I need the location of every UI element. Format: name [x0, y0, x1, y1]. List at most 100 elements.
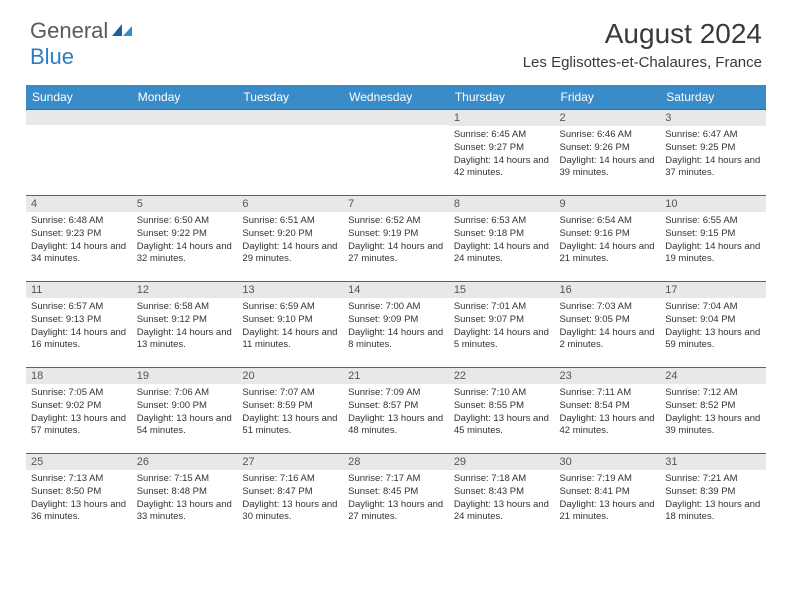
- day-details: Sunrise: 7:07 AMSunset: 8:59 PMDaylight:…: [237, 384, 343, 440]
- day-number: 7: [343, 196, 449, 212]
- day-details: Sunrise: 6:47 AMSunset: 9:25 PMDaylight:…: [660, 126, 766, 182]
- day-number: 22: [449, 368, 555, 384]
- day-number: 20: [237, 368, 343, 384]
- day-number: 12: [132, 282, 238, 298]
- logo: General: [30, 18, 134, 44]
- day-number: 2: [555, 110, 661, 126]
- calendar-day-cell: [26, 110, 132, 196]
- day-details: Sunrise: 7:19 AMSunset: 8:41 PMDaylight:…: [555, 470, 661, 526]
- day-number: 19: [132, 368, 238, 384]
- day-details: Sunrise: 6:50 AMSunset: 9:22 PMDaylight:…: [132, 212, 238, 268]
- day-details: Sunrise: 7:13 AMSunset: 8:50 PMDaylight:…: [26, 470, 132, 526]
- weekday-header: Friday: [555, 85, 661, 110]
- calendar-day-cell: 2Sunrise: 6:46 AMSunset: 9:26 PMDaylight…: [555, 110, 661, 196]
- calendar-day-cell: 9Sunrise: 6:54 AMSunset: 9:16 PMDaylight…: [555, 196, 661, 282]
- day-number: 15: [449, 282, 555, 298]
- day-number: 26: [132, 454, 238, 470]
- calendar-day-cell: 16Sunrise: 7:03 AMSunset: 9:05 PMDayligh…: [555, 282, 661, 368]
- day-number: 30: [555, 454, 661, 470]
- day-details: Sunrise: 7:09 AMSunset: 8:57 PMDaylight:…: [343, 384, 449, 440]
- day-details: Sunrise: 6:55 AMSunset: 9:15 PMDaylight:…: [660, 212, 766, 268]
- logo-text-blue: Blue: [30, 44, 74, 69]
- day-number: 24: [660, 368, 766, 384]
- day-number: 27: [237, 454, 343, 470]
- day-number: [132, 110, 238, 125]
- day-number: 5: [132, 196, 238, 212]
- calendar-table: Sunday Monday Tuesday Wednesday Thursday…: [26, 85, 766, 540]
- day-number: 6: [237, 196, 343, 212]
- calendar-week-row: 18Sunrise: 7:05 AMSunset: 9:02 PMDayligh…: [26, 368, 766, 454]
- calendar-day-cell: 23Sunrise: 7:11 AMSunset: 8:54 PMDayligh…: [555, 368, 661, 454]
- day-details: Sunrise: 6:54 AMSunset: 9:16 PMDaylight:…: [555, 212, 661, 268]
- day-number: [343, 110, 449, 125]
- day-details: Sunrise: 7:03 AMSunset: 9:05 PMDaylight:…: [555, 298, 661, 354]
- calendar-day-cell: 4Sunrise: 6:48 AMSunset: 9:23 PMDaylight…: [26, 196, 132, 282]
- day-details: Sunrise: 7:10 AMSunset: 8:55 PMDaylight:…: [449, 384, 555, 440]
- calendar-day-cell: 14Sunrise: 7:00 AMSunset: 9:09 PMDayligh…: [343, 282, 449, 368]
- calendar-day-cell: 5Sunrise: 6:50 AMSunset: 9:22 PMDaylight…: [132, 196, 238, 282]
- day-details: Sunrise: 6:51 AMSunset: 9:20 PMDaylight:…: [237, 212, 343, 268]
- month-title: August 2024: [523, 18, 762, 50]
- day-number: 11: [26, 282, 132, 298]
- calendar-day-cell: 29Sunrise: 7:18 AMSunset: 8:43 PMDayligh…: [449, 454, 555, 540]
- title-block: August 2024 Les Eglisottes-et-Chalaures,…: [523, 18, 762, 71]
- calendar-day-cell: 21Sunrise: 7:09 AMSunset: 8:57 PMDayligh…: [343, 368, 449, 454]
- day-details: Sunrise: 7:11 AMSunset: 8:54 PMDaylight:…: [555, 384, 661, 440]
- calendar-day-cell: 15Sunrise: 7:01 AMSunset: 9:07 PMDayligh…: [449, 282, 555, 368]
- calendar-day-cell: 13Sunrise: 6:59 AMSunset: 9:10 PMDayligh…: [237, 282, 343, 368]
- weekday-header: Monday: [132, 85, 238, 110]
- day-number: 18: [26, 368, 132, 384]
- day-details: Sunrise: 7:15 AMSunset: 8:48 PMDaylight:…: [132, 470, 238, 526]
- calendar-day-cell: 24Sunrise: 7:12 AMSunset: 8:52 PMDayligh…: [660, 368, 766, 454]
- day-number: [237, 110, 343, 125]
- day-details: Sunrise: 6:52 AMSunset: 9:19 PMDaylight:…: [343, 212, 449, 268]
- day-number: 4: [26, 196, 132, 212]
- day-number: 17: [660, 282, 766, 298]
- day-number: [26, 110, 132, 125]
- weekday-header: Wednesday: [343, 85, 449, 110]
- day-number: 9: [555, 196, 661, 212]
- calendar-day-cell: 28Sunrise: 7:17 AMSunset: 8:45 PMDayligh…: [343, 454, 449, 540]
- calendar-day-cell: 20Sunrise: 7:07 AMSunset: 8:59 PMDayligh…: [237, 368, 343, 454]
- logo-blue-line: Blue: [30, 44, 74, 70]
- day-number: 1: [449, 110, 555, 126]
- calendar-day-cell: 10Sunrise: 6:55 AMSunset: 9:15 PMDayligh…: [660, 196, 766, 282]
- day-details: Sunrise: 7:21 AMSunset: 8:39 PMDaylight:…: [660, 470, 766, 526]
- day-details: Sunrise: 7:12 AMSunset: 8:52 PMDaylight:…: [660, 384, 766, 440]
- day-details: Sunrise: 7:05 AMSunset: 9:02 PMDaylight:…: [26, 384, 132, 440]
- weekday-header-row: Sunday Monday Tuesday Wednesday Thursday…: [26, 85, 766, 110]
- calendar-week-row: 25Sunrise: 7:13 AMSunset: 8:50 PMDayligh…: [26, 454, 766, 540]
- day-details: Sunrise: 6:53 AMSunset: 9:18 PMDaylight:…: [449, 212, 555, 268]
- calendar-day-cell: 22Sunrise: 7:10 AMSunset: 8:55 PMDayligh…: [449, 368, 555, 454]
- day-number: 13: [237, 282, 343, 298]
- calendar-day-cell: 11Sunrise: 6:57 AMSunset: 9:13 PMDayligh…: [26, 282, 132, 368]
- calendar-body: 1Sunrise: 6:45 AMSunset: 9:27 PMDaylight…: [26, 110, 766, 540]
- logo-icon: [112, 18, 134, 44]
- page-header: General August 2024 Les Eglisottes-et-Ch…: [0, 0, 792, 77]
- calendar-day-cell: 7Sunrise: 6:52 AMSunset: 9:19 PMDaylight…: [343, 196, 449, 282]
- day-number: 8: [449, 196, 555, 212]
- day-details: Sunrise: 6:48 AMSunset: 9:23 PMDaylight:…: [26, 212, 132, 268]
- day-details: Sunrise: 6:45 AMSunset: 9:27 PMDaylight:…: [449, 126, 555, 182]
- calendar-day-cell: 8Sunrise: 6:53 AMSunset: 9:18 PMDaylight…: [449, 196, 555, 282]
- calendar-day-cell: 31Sunrise: 7:21 AMSunset: 8:39 PMDayligh…: [660, 454, 766, 540]
- day-number: 29: [449, 454, 555, 470]
- day-number: 28: [343, 454, 449, 470]
- weekday-header: Thursday: [449, 85, 555, 110]
- day-details: Sunrise: 7:18 AMSunset: 8:43 PMDaylight:…: [449, 470, 555, 526]
- day-number: 25: [26, 454, 132, 470]
- day-details: Sunrise: 7:17 AMSunset: 8:45 PMDaylight:…: [343, 470, 449, 526]
- calendar-day-cell: [343, 110, 449, 196]
- weekday-header: Tuesday: [237, 85, 343, 110]
- day-details: Sunrise: 7:04 AMSunset: 9:04 PMDaylight:…: [660, 298, 766, 354]
- day-details: Sunrise: 7:16 AMSunset: 8:47 PMDaylight:…: [237, 470, 343, 526]
- calendar-day-cell: 1Sunrise: 6:45 AMSunset: 9:27 PMDaylight…: [449, 110, 555, 196]
- calendar-week-row: 1Sunrise: 6:45 AMSunset: 9:27 PMDaylight…: [26, 110, 766, 196]
- day-details: Sunrise: 7:00 AMSunset: 9:09 PMDaylight:…: [343, 298, 449, 354]
- calendar-day-cell: 30Sunrise: 7:19 AMSunset: 8:41 PMDayligh…: [555, 454, 661, 540]
- day-number: 21: [343, 368, 449, 384]
- logo-text-general: General: [30, 18, 108, 44]
- day-number: 10: [660, 196, 766, 212]
- calendar-day-cell: 12Sunrise: 6:58 AMSunset: 9:12 PMDayligh…: [132, 282, 238, 368]
- day-details: Sunrise: 7:01 AMSunset: 9:07 PMDaylight:…: [449, 298, 555, 354]
